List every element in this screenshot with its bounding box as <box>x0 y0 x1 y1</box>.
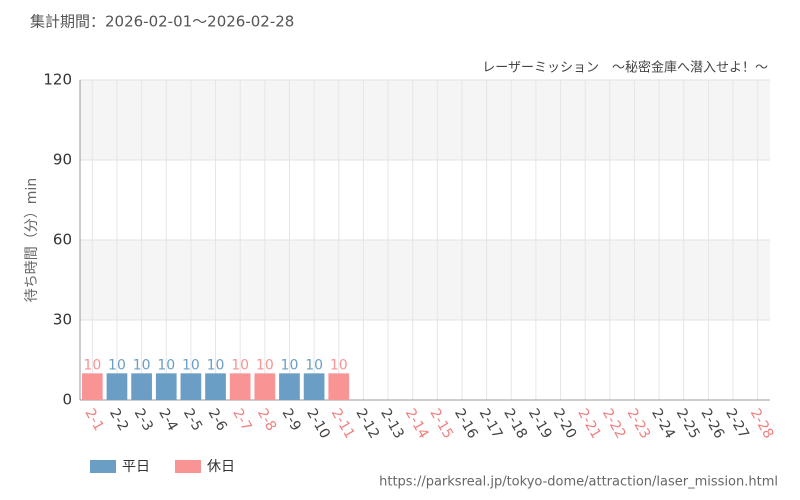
value-label: 10 <box>83 357 101 373</box>
bar <box>106 373 128 400</box>
x-tick-label: 2-13 <box>377 406 407 442</box>
y-tick-label: 30 <box>53 311 72 329</box>
bar <box>279 373 300 400</box>
x-tick-label: 2-28 <box>747 406 777 442</box>
legend-swatch <box>175 460 201 473</box>
source-url: https://parksreal.jp/tokyo-dome/attracti… <box>379 475 778 490</box>
y-tick-label: 120 <box>43 71 72 89</box>
x-tick-label: 2-15 <box>426 406 456 442</box>
value-label: 10 <box>133 357 151 373</box>
x-tick-label: 2-4 <box>155 406 180 434</box>
y-tick-label: 90 <box>53 151 72 169</box>
x-tick-label: 2-18 <box>500 406 530 442</box>
x-tick-label: 2-23 <box>624 406 654 442</box>
x-tick-label: 2-9 <box>279 406 304 434</box>
x-tick-label: 2-20 <box>550 406 580 442</box>
x-tick-label: 2-26 <box>697 406 727 442</box>
x-tick-label: 2-11 <box>328 406 358 442</box>
value-label: 10 <box>157 357 175 373</box>
x-tick-label: 2-1 <box>81 406 106 434</box>
x-tick-label: 2-17 <box>476 406 506 442</box>
bar <box>180 373 202 400</box>
y-tick-label: 60 <box>53 231 72 249</box>
legend-label: 平日 <box>122 459 150 475</box>
bar <box>328 373 350 400</box>
x-tick-label: 2-25 <box>673 406 703 442</box>
value-label: 10 <box>256 357 274 373</box>
grid-band <box>80 80 770 160</box>
x-tick-label: 2-7 <box>229 406 254 434</box>
value-label: 10 <box>281 357 299 373</box>
value-label: 10 <box>207 357 225 373</box>
x-tick-label: 2-6 <box>205 406 230 434</box>
value-label: 10 <box>182 357 200 373</box>
legend-swatch <box>90 460 116 473</box>
x-tick-label: 2-12 <box>352 406 382 442</box>
y-axis-label: 待ち時間（分）min <box>24 178 40 302</box>
x-tick-label: 2-27 <box>722 406 752 442</box>
chart-subtitle: レーザーミッション 〜秘密金庫へ潜入せよ！〜 <box>482 60 768 76</box>
value-label: 10 <box>231 357 249 373</box>
x-tick-label: 2-22 <box>599 406 629 442</box>
bar <box>303 373 325 400</box>
y-tick-label: 0 <box>62 391 72 409</box>
x-tick-label: 2-19 <box>525 406 555 442</box>
value-label: 10 <box>108 357 126 373</box>
x-tick-label: 2-10 <box>303 406 333 442</box>
x-tick-label: 2-16 <box>451 406 481 442</box>
value-label: 10 <box>305 357 323 373</box>
bar <box>131 373 152 400</box>
x-tick-label: 2-14 <box>402 406 432 442</box>
bar <box>205 373 226 400</box>
x-tick-label: 2-3 <box>131 406 156 434</box>
x-tick-label: 2-24 <box>648 406 678 442</box>
x-tick-label: 2-5 <box>180 406 205 434</box>
x-tick-label: 2-2 <box>106 406 131 434</box>
legend-label: 休日 <box>207 459 235 475</box>
x-tick-label: 2-21 <box>574 406 604 442</box>
bar <box>229 373 251 400</box>
x-tick-label: 2-8 <box>254 406 279 434</box>
bar <box>81 373 103 400</box>
bar <box>155 373 177 400</box>
grid-band <box>80 240 770 320</box>
bar <box>254 373 276 400</box>
chart-title: 集計期間：2026-02-01〜2026-02-28 <box>30 13 294 31</box>
value-label: 10 <box>330 357 348 373</box>
